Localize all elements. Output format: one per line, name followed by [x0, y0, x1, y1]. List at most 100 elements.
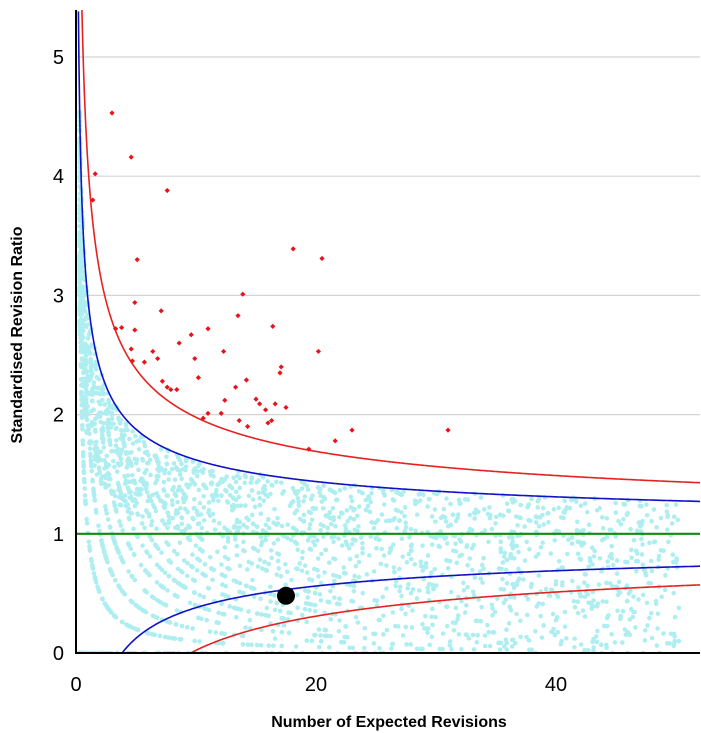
background-point: [275, 558, 281, 564]
background-point: [268, 599, 273, 604]
outlier-point: [150, 348, 156, 355]
background-point: [248, 480, 253, 485]
background-point: [575, 551, 581, 557]
background-point: [515, 522, 520, 528]
background-point: [604, 515, 610, 521]
background-point: [377, 645, 382, 651]
background-point: [308, 547, 314, 552]
background-point: [366, 494, 371, 499]
background-point: [645, 623, 650, 628]
background-point: [256, 478, 261, 483]
background-point: [449, 646, 454, 652]
background-point: [169, 498, 175, 503]
background-point: [80, 438, 86, 443]
background-point: [113, 493, 118, 499]
background-point: [318, 639, 324, 644]
background-point: [108, 488, 114, 494]
background-point: [331, 489, 336, 495]
background-point: [592, 548, 597, 554]
background-point: [364, 572, 370, 577]
background-point: [188, 476, 194, 482]
background-point: [126, 515, 132, 521]
background-point: [489, 526, 495, 532]
background-point: [97, 467, 102, 473]
outlier-point: [164, 187, 170, 194]
background-point: [433, 614, 438, 620]
background-point: [328, 521, 334, 527]
background-point: [567, 505, 573, 511]
background-point: [467, 556, 473, 561]
background-point: [636, 597, 641, 602]
background-point: [78, 241, 83, 247]
background-point: [86, 539, 92, 545]
background-point: [140, 514, 145, 519]
background-point: [491, 630, 497, 635]
background-point: [486, 629, 491, 635]
background-point: [111, 421, 116, 427]
background-point: [672, 614, 678, 620]
background-point: [628, 547, 634, 553]
background-point: [185, 484, 191, 490]
background-point: [241, 590, 246, 596]
background-point: [225, 500, 231, 505]
background-point: [635, 559, 641, 564]
background-point: [91, 380, 97, 385]
background-point: [122, 493, 128, 498]
background-point: [216, 620, 221, 626]
background-point: [671, 590, 676, 596]
background-point: [414, 646, 420, 652]
background-point: [502, 644, 507, 649]
background-point: [307, 577, 312, 582]
background-point: [271, 541, 277, 546]
background-point: [296, 503, 302, 508]
background-point: [328, 617, 334, 622]
background-point: [167, 620, 173, 625]
background-point: [454, 560, 460, 566]
background-point: [97, 528, 102, 534]
control-limits: [76, 10, 700, 653]
background-point: [135, 492, 141, 497]
background-point: [507, 604, 513, 610]
background-point: [426, 496, 432, 502]
background-point: [213, 630, 219, 635]
background-point: [464, 603, 469, 608]
background-point: [102, 481, 107, 487]
outlier-point: [90, 197, 96, 203]
background-point: [514, 582, 520, 588]
background-point: [562, 609, 568, 615]
background-point: [633, 625, 638, 630]
background-point: [626, 591, 632, 596]
background-point: [329, 535, 335, 540]
background-point: [625, 629, 631, 635]
background-point: [423, 613, 428, 619]
background-point: [199, 525, 205, 531]
background-point: [157, 565, 162, 570]
background-point: [165, 510, 171, 515]
background-point: [509, 637, 515, 643]
background-point: [629, 555, 634, 561]
background-point: [405, 586, 411, 591]
background-point: [632, 609, 637, 615]
background-point: [268, 548, 274, 553]
background-point: [639, 536, 644, 542]
background-point: [493, 521, 498, 526]
background-point: [487, 505, 492, 510]
background-point: [580, 608, 586, 613]
background-point: [217, 481, 222, 486]
background-point: [575, 610, 581, 616]
background-point: [132, 577, 138, 583]
background-point: [233, 479, 239, 485]
y-tick-label: 2: [53, 405, 64, 427]
background-point: [496, 566, 502, 571]
outlier-point: [243, 377, 249, 383]
background-point: [175, 566, 181, 572]
background-point: [130, 574, 135, 580]
background-point: [272, 636, 278, 641]
background-point: [131, 478, 137, 483]
background-point: [504, 581, 510, 586]
background-point: [274, 572, 280, 577]
background-point: [185, 625, 190, 630]
background-point: [172, 477, 178, 482]
background-point: [654, 643, 660, 648]
background-point: [332, 595, 337, 600]
